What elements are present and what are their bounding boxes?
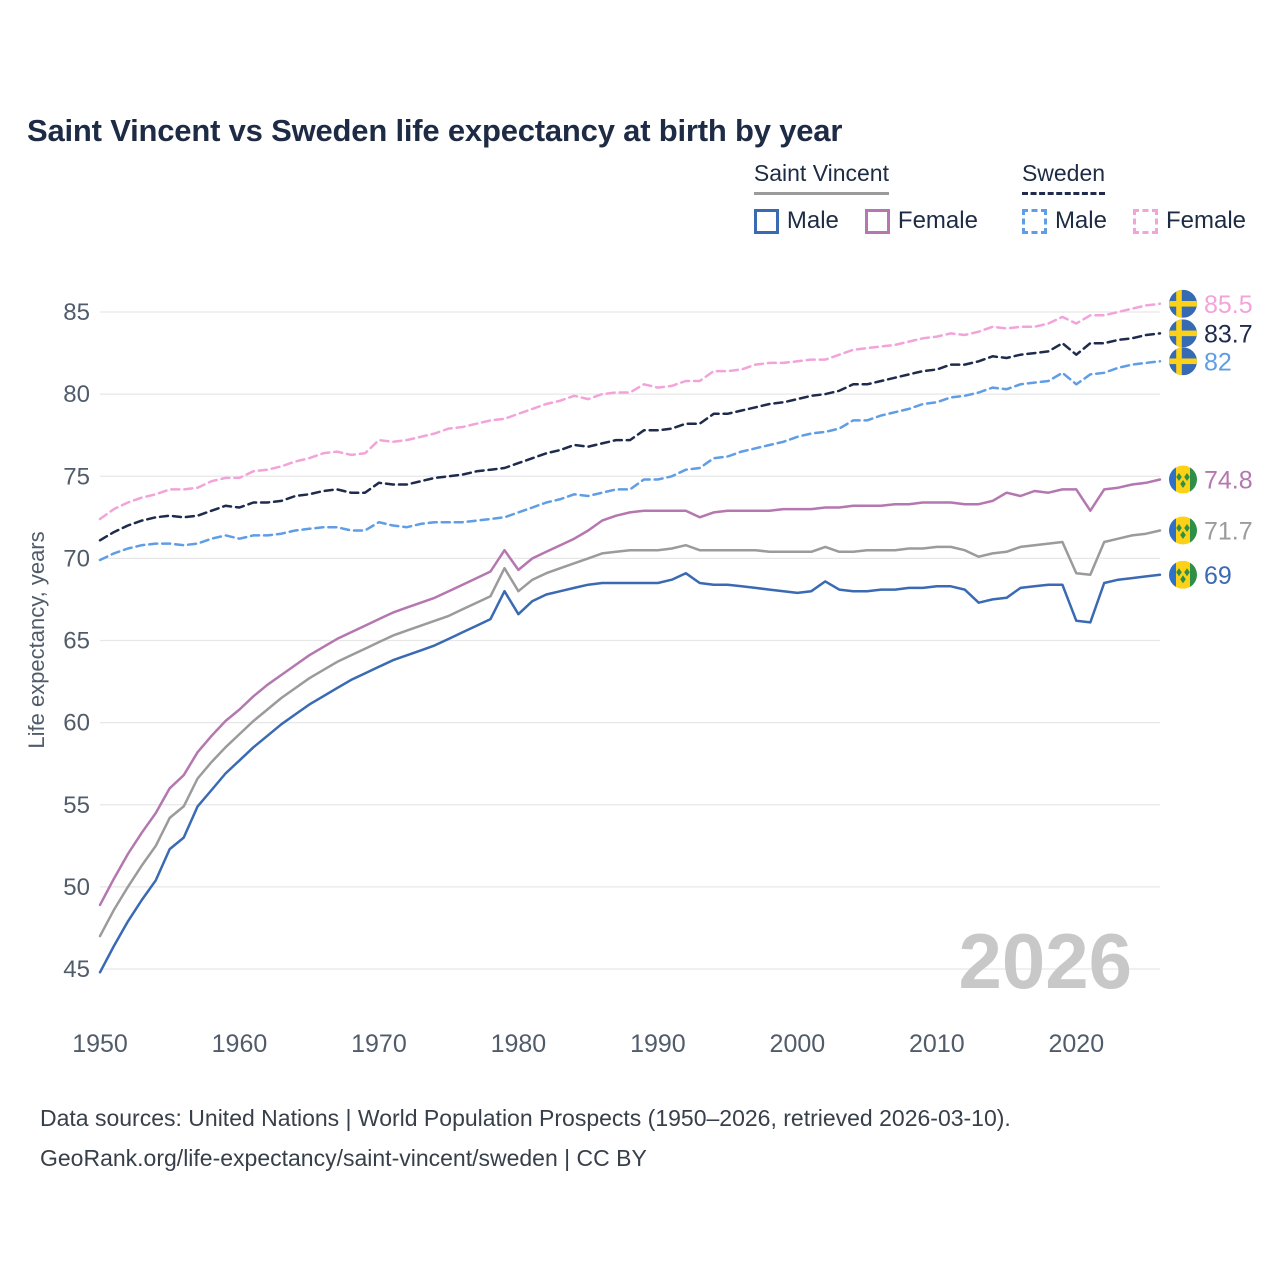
y-tick-label: 45 — [63, 956, 90, 983]
x-tick-label: 2010 — [909, 1030, 965, 1058]
series-line-saint-vincent-all[interactable] — [98, 529, 1162, 938]
flag-icon-sweden — [1169, 347, 1197, 376]
y-tick-label: 75 — [63, 463, 90, 490]
flag-icon-sweden — [1169, 319, 1197, 348]
legend-item-sweden-female[interactable]: Female — [1132, 207, 1246, 235]
flag-diamond — [1176, 568, 1182, 577]
series-end-label-saint-vincent-all: 71.7 — [1204, 517, 1253, 545]
flag-diamond — [1176, 523, 1182, 532]
flag-diamond — [1180, 480, 1186, 489]
flag-diamond — [1180, 575, 1186, 584]
flag-icon-saint-vincent — [1169, 465, 1197, 494]
series-line-saint-vincent-female[interactable] — [98, 478, 1162, 907]
y-tick-label: 85 — [63, 299, 90, 326]
data-sources-text: Data sources: United Nations | World Pop… — [40, 1105, 1011, 1131]
legend-group-saint-vincent: Saint Vincent Male Female — [753, 160, 978, 235]
attribution-text: GeoRank.org/life-expectancy/saint-vincen… — [40, 1145, 647, 1171]
x-tick-label: 1960 — [212, 1030, 268, 1058]
series-line-saint-vincent-male[interactable] — [98, 571, 1162, 974]
x-tick-label: 1970 — [351, 1030, 407, 1058]
flag-diamond — [1180, 530, 1186, 539]
sweden-male-swatch-icon — [1021, 208, 1047, 234]
series-end-label-sweden-male: 82 — [1204, 348, 1232, 376]
legend-item-saint-vincent-female[interactable]: Female — [864, 207, 978, 235]
series-line-sweden-female[interactable] — [98, 302, 1162, 521]
y-tick-label: 65 — [63, 628, 90, 655]
series-end-label-sweden-all: 83.7 — [1204, 320, 1253, 348]
legend-label-saint-vincent-male: Male — [786, 207, 839, 234]
x-tick-label: 2020 — [1049, 1030, 1105, 1058]
flag-diamond — [1184, 568, 1190, 577]
flag-diamond — [1184, 473, 1190, 482]
y-axis-title: Life expectancy, years — [24, 531, 49, 748]
legend-group-sweden: Sweden Male Female — [1021, 160, 1246, 235]
chart-title: Saint Vincent vs Sweden life expectancy … — [27, 112, 843, 148]
x-tick-label: 1980 — [491, 1030, 547, 1058]
legend-label-sweden-female: Female — [1165, 207, 1246, 234]
y-tick-label: 80 — [63, 381, 90, 408]
y-tick-label: 70 — [63, 545, 90, 572]
legend-header-saint-vincent: Saint Vincent — [753, 160, 889, 195]
legend-header-sweden: Sweden — [1021, 160, 1106, 195]
series-line-sweden-male[interactable] — [98, 360, 1162, 562]
chart-footer: Data sources: United Nations | World Pop… — [40, 1098, 1011, 1178]
y-tick-label: 50 — [63, 874, 90, 901]
x-tick-label: 1950 — [72, 1030, 128, 1058]
legend-label-saint-vincent-female: Female — [897, 207, 978, 234]
flag-diamond — [1184, 523, 1190, 532]
series-line-sweden-all[interactable] — [98, 332, 1162, 542]
legend: Saint Vincent Male Female Sweden Male — [753, 160, 1246, 235]
legend-label-sweden-male: Male — [1054, 207, 1107, 234]
x-tick-label: 1990 — [630, 1030, 686, 1058]
series-end-label-saint-vincent-male: 69 — [1204, 562, 1232, 590]
saint-vincent-male-swatch-icon — [753, 208, 779, 234]
flag-icon-sweden — [1169, 289, 1197, 318]
legend-item-saint-vincent-male[interactable]: Male — [753, 207, 839, 235]
y-tick-label: 60 — [63, 710, 90, 737]
series-end-label-sweden-female: 85.5 — [1204, 291, 1253, 319]
flag-diamond — [1176, 473, 1182, 482]
watermark-year: 2026 — [958, 917, 1132, 1005]
flag-icon-saint-vincent — [1169, 560, 1197, 589]
x-tick-label: 2000 — [770, 1030, 826, 1058]
sweden-female-swatch-icon — [1132, 208, 1158, 234]
legend-item-sweden-male[interactable]: Male — [1021, 207, 1107, 235]
saint-vincent-female-swatch-icon — [864, 208, 890, 234]
y-tick-label: 55 — [63, 792, 90, 819]
series-end-label-saint-vincent-female: 74.8 — [1204, 467, 1253, 495]
flag-icon-saint-vincent — [1169, 516, 1197, 545]
